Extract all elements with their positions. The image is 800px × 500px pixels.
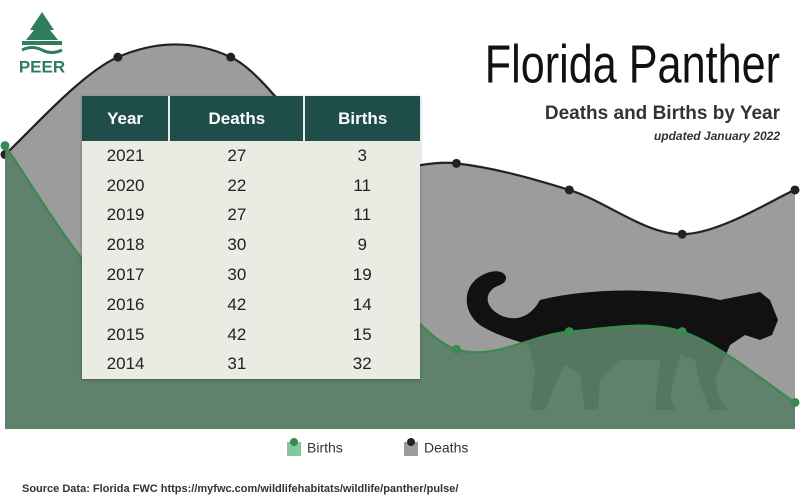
table-row: 2019 27 11: [82, 200, 420, 231]
point: [451, 158, 461, 168]
point: [113, 52, 123, 62]
table-cell: 2018: [82, 230, 170, 261]
table-cell: 42: [169, 319, 305, 350]
point: [451, 344, 461, 354]
point: [0, 141, 10, 151]
table-header-cell: Deaths: [168, 96, 305, 141]
table-row: 2014 31 32: [82, 349, 420, 380]
logo: PEER: [19, 12, 65, 76]
chart-title: Florida Panther: [485, 35, 780, 95]
table-cell: 2021: [82, 141, 170, 171]
legend-marker: [407, 438, 415, 446]
table-cell: 11: [304, 200, 420, 231]
table-cell: 2020: [82, 170, 170, 201]
table-cell: 42: [169, 289, 305, 320]
source-note: Source Data: Florida FWC https://myfwc.c…: [22, 483, 458, 495]
point: [226, 52, 236, 62]
table-cell: 2016: [82, 289, 170, 320]
table-row: 2021 27 3: [82, 141, 420, 171]
table-row: 2018 30 9: [82, 230, 420, 261]
legend-swatch: [287, 442, 301, 456]
legend-marker: [290, 438, 298, 446]
logo-base: [22, 41, 62, 45]
table-header-cell: Births: [303, 96, 420, 141]
table-cell: 2015: [82, 319, 170, 350]
table-cell: 3: [304, 141, 420, 171]
point: [564, 327, 574, 337]
table-header: Year Deaths Births: [82, 96, 420, 141]
table-cell: 30: [169, 260, 305, 290]
table-cell: 31: [169, 349, 305, 380]
table-cell: 15: [304, 319, 420, 350]
point: [677, 229, 687, 239]
table-row: 2017 30 19: [82, 260, 420, 290]
table-cell: 2017: [82, 260, 170, 290]
chart-note: updated January 2022: [654, 129, 780, 143]
legend-swatch: [404, 442, 418, 456]
table-cell: 30: [169, 230, 305, 261]
logo-tree: [26, 20, 58, 40]
table-body: 2021 27 3 2020 22 11 2019 27 11 2018 30 9 2017 30 19 20…: [82, 141, 420, 380]
point: [790, 185, 800, 195]
table-cell: 11: [304, 170, 420, 201]
logo-wave: [21, 46, 63, 54]
table-row: 2020 22 11: [82, 170, 420, 201]
table-cell: 19: [304, 260, 420, 290]
table-cell: 27: [169, 200, 305, 231]
table-cell: 22: [169, 170, 305, 201]
table-cell: 27: [169, 141, 305, 171]
chart-subtitle: Deaths and Births by Year: [545, 103, 781, 124]
table-cell: 32: [304, 349, 420, 380]
table-row: 2015 42 15: [82, 319, 420, 350]
legend: Births Deaths: [287, 438, 468, 456]
legend-label: Deaths: [424, 440, 468, 456]
table-header-cell: Year: [82, 96, 170, 141]
table-cell: 2019: [82, 200, 170, 231]
data-table: Year Deaths Births 2021 27 3 2020 22 11 2019 27 11 2…: [82, 96, 420, 380]
point: [790, 397, 800, 407]
table-cell: 2014: [82, 349, 170, 380]
table-row: 2016 42 14: [82, 289, 420, 320]
legend-label: Births: [307, 440, 343, 456]
table-cell: 9: [304, 230, 420, 261]
point: [677, 327, 687, 337]
logo-text: PEER: [19, 57, 65, 76]
point: [564, 185, 574, 195]
table-cell: 14: [304, 289, 420, 320]
